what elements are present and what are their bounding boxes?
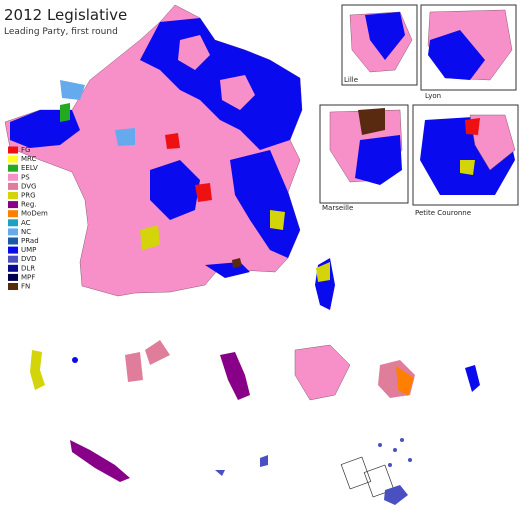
legend-label: MRC (21, 155, 37, 163)
legend-label: DLR (21, 264, 35, 272)
legend-swatch (8, 228, 18, 236)
legend-swatch (8, 201, 18, 209)
title: 2012 Legislative (4, 6, 127, 24)
legend-swatch (8, 219, 18, 227)
legend-swatch (8, 173, 18, 181)
legend-label: PRG (21, 192, 36, 200)
inset-label: Petite Couronne (415, 209, 471, 217)
legend-swatch (8, 264, 18, 272)
legend-swatch (8, 237, 18, 245)
legend-label: PRad (21, 237, 39, 245)
legend-swatch (8, 146, 18, 154)
legend-label: Reg. (21, 201, 37, 209)
legend-label: UMP (21, 246, 36, 254)
legend-swatch (8, 283, 18, 290)
legend-label: NC (21, 228, 31, 236)
legend-label: EELV (21, 164, 38, 172)
inset-label: Marseille (322, 204, 353, 212)
legend-label: FN (21, 283, 30, 291)
legend-swatch (8, 164, 18, 172)
legend-label: FG (21, 146, 30, 154)
overseas (30, 340, 480, 505)
inset-petite-couronne: Petite Couronne (412, 104, 519, 217)
inset-marseille: Marseille (319, 104, 409, 212)
legend-label: MPF (21, 273, 35, 281)
legend-swatch (8, 182, 18, 190)
legend-swatch (8, 273, 18, 281)
france-map (4, 4, 335, 310)
legend-label: AC (21, 219, 31, 227)
inset-lyon: Lyon (420, 4, 517, 100)
legend-swatch (8, 192, 18, 199)
subtitle: Leading Party, first round (4, 27, 118, 37)
legend-swatch (8, 155, 18, 163)
legend-label: MoDem (21, 210, 48, 218)
legend-label: PS (21, 173, 30, 181)
legend-label: DVG (21, 182, 36, 190)
legend-swatch (8, 255, 18, 263)
legend-swatch (8, 246, 18, 254)
legend-label: DVD (21, 255, 36, 263)
inset-label: Lille (344, 76, 358, 84)
legend-swatch (8, 210, 18, 218)
inset-lille: Lille (341, 4, 418, 86)
inset-label: Lyon (425, 92, 441, 100)
